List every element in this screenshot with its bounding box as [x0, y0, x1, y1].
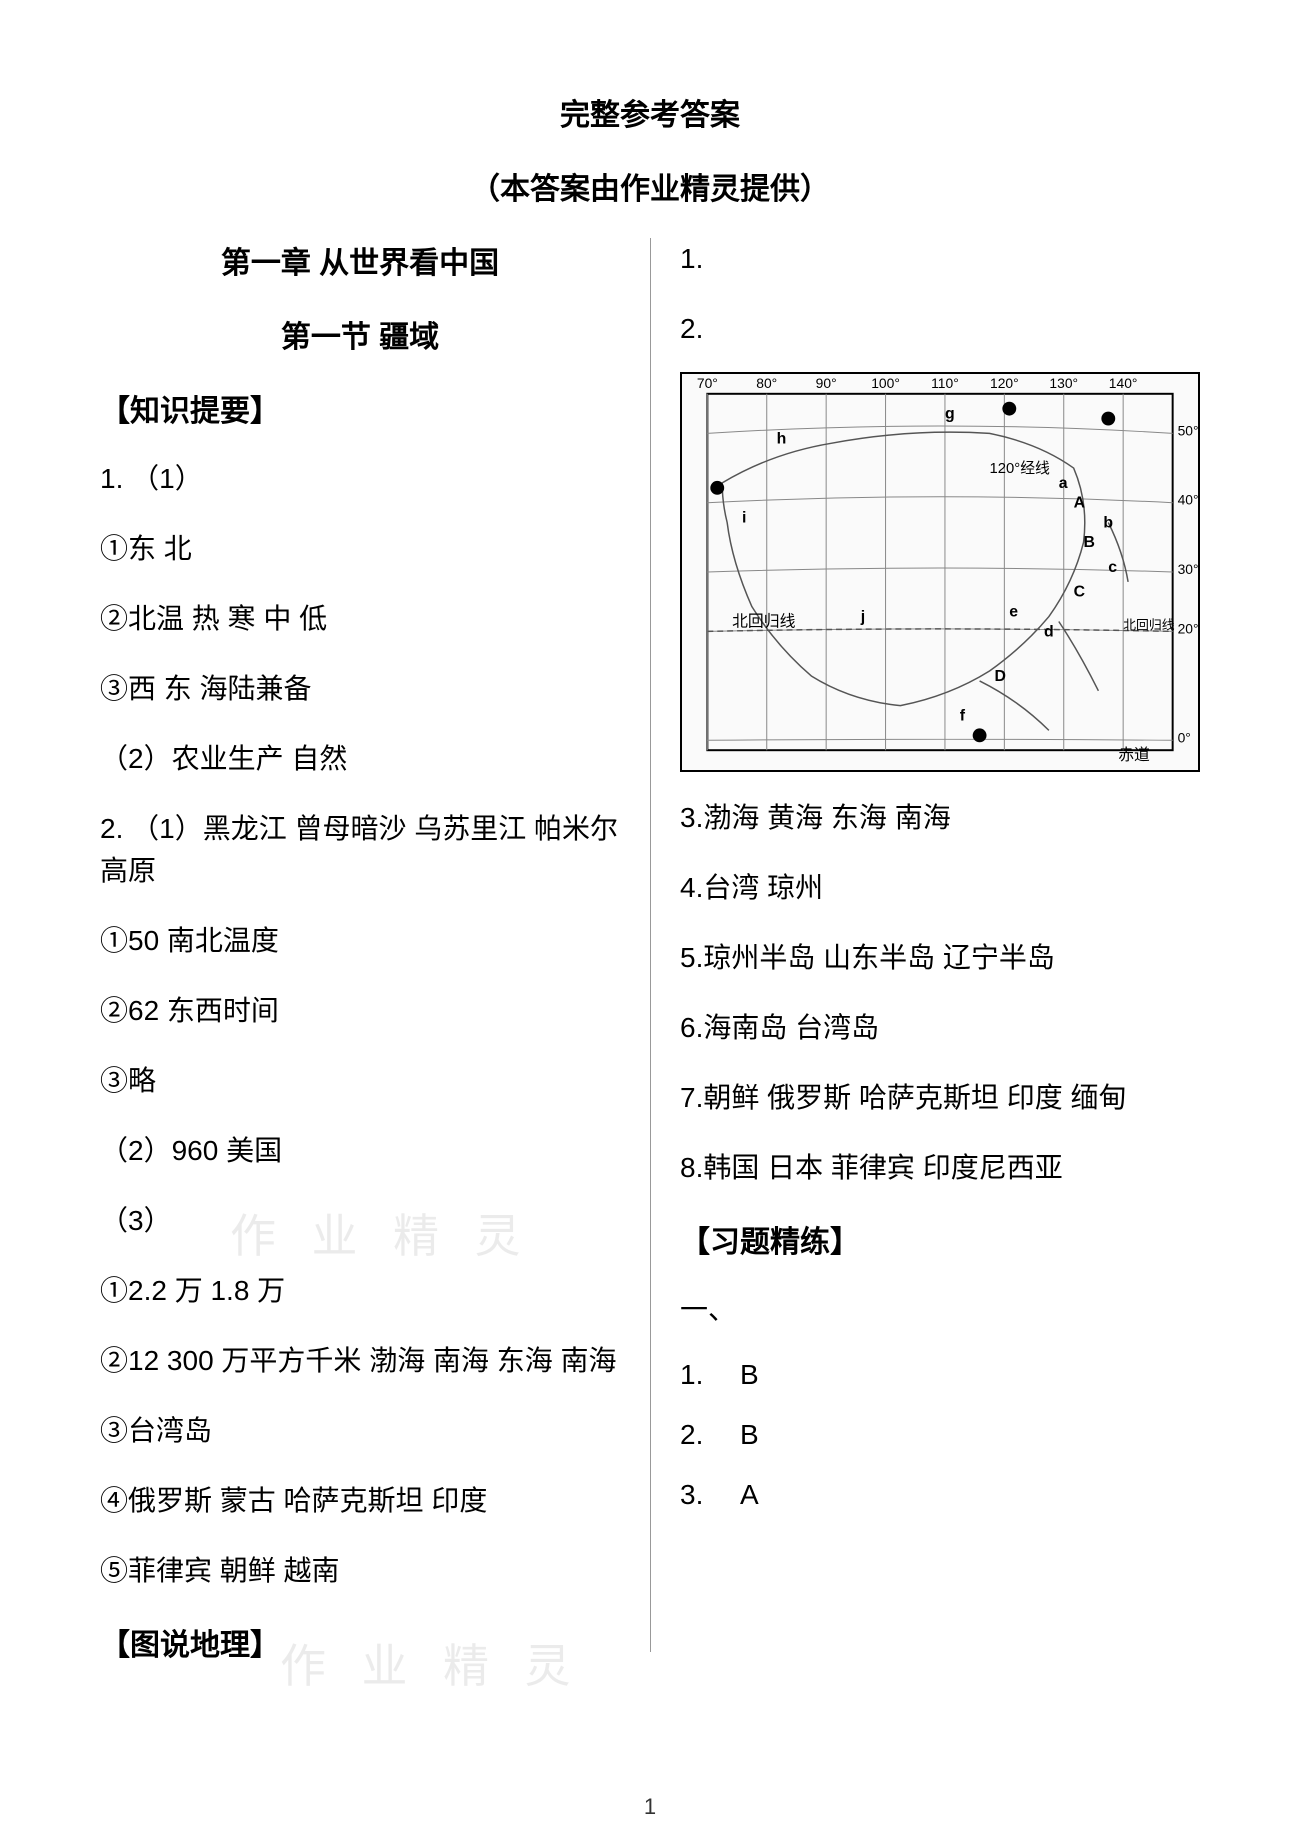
- map-marker: C: [1074, 584, 1085, 601]
- text-line: ③西 东 海陆兼备: [100, 668, 620, 710]
- map-tropic-label: 北回归线: [732, 612, 795, 630]
- map-marker: h: [777, 430, 787, 447]
- map-marker: f: [960, 708, 966, 725]
- map-marker: A: [1074, 495, 1086, 512]
- text-line: 2.: [680, 308, 1200, 350]
- text-line: 6.海南岛 台湾岛: [680, 1007, 1200, 1049]
- map-marker: c: [1108, 559, 1117, 576]
- answer-number: 1.: [680, 1359, 740, 1391]
- text-line: 1. （1）: [100, 458, 620, 500]
- text-line: ①50 南北温度: [100, 920, 620, 962]
- text-line: （2）农业生产 自然: [100, 738, 620, 780]
- map-lat-label: 0°: [1178, 729, 1191, 745]
- text-line: ②12 300 万平方千米 渤海 南海 东海 南海: [100, 1340, 620, 1382]
- heading-exercise: 【习题精练】: [680, 1217, 1200, 1261]
- map-lon120-label: 120°经线: [990, 460, 1051, 477]
- map-lat-label: 30°: [1178, 561, 1198, 577]
- answer-row: 2. B: [680, 1419, 1200, 1451]
- answer-number: 3.: [680, 1479, 740, 1511]
- map-equator-label: 赤道: [1118, 746, 1150, 764]
- map-lon-label: 140°: [1109, 375, 1138, 391]
- map-marker: D: [994, 668, 1005, 685]
- map-lon-label: 100°: [871, 375, 900, 391]
- text-line: 1.: [680, 238, 1200, 280]
- text-line: （3）: [100, 1200, 620, 1242]
- map-marker: j: [860, 609, 865, 626]
- map-lon-label: 120°: [990, 375, 1019, 391]
- map-marker: a: [1059, 475, 1068, 492]
- map-marker: d: [1044, 623, 1054, 640]
- text-line: （2）960 美国: [100, 1130, 620, 1172]
- text-line: ①东 北: [100, 528, 620, 570]
- chapter-title: 第一章 从世界看中国: [100, 238, 620, 282]
- heading-map: 【图说地理】: [100, 1620, 620, 1664]
- map-lon-label: 90°: [816, 375, 837, 391]
- map-marker: b: [1103, 514, 1113, 531]
- map-lat-label: 40°: [1178, 492, 1198, 508]
- section-one: 一、: [680, 1289, 1200, 1331]
- column-divider: [650, 238, 651, 1652]
- map-lat-label: 20°: [1178, 620, 1198, 636]
- text-line: ③略: [100, 1060, 620, 1102]
- section-title: 第一节 疆域: [100, 312, 620, 356]
- answer-row: 3. A: [680, 1479, 1200, 1511]
- map-figure: 70° 80° 90° 100° 110° 120° 130° 140° 50°…: [680, 372, 1200, 772]
- map-marker: B: [1084, 534, 1095, 551]
- text-line: ④俄罗斯 蒙古 哈萨克斯坦 印度: [100, 1480, 620, 1522]
- answer-value: A: [740, 1479, 800, 1511]
- sub-title: （本答案由作业精灵提供）: [100, 164, 1200, 208]
- answer-number: 2.: [680, 1419, 740, 1451]
- map-tropic-label-right: 北回归线: [1123, 617, 1175, 632]
- text-line: 8.韩国 日本 菲律宾 印度尼西亚: [680, 1147, 1200, 1189]
- text-line: 5.琼州半岛 山东半岛 辽宁半岛: [680, 937, 1200, 979]
- page-number: 1: [644, 1794, 656, 1820]
- text-line: ②62 东西时间: [100, 990, 620, 1032]
- map-lon-label: 130°: [1049, 375, 1078, 391]
- map-lon-label: 110°: [931, 375, 959, 391]
- text-line: ⑤菲律宾 朝鲜 越南: [100, 1550, 620, 1592]
- text-line: 2. （1）黑龙江 曾母暗沙 乌苏里江 帕米尔高原: [100, 808, 620, 892]
- map-lon-label: 70°: [697, 375, 718, 391]
- text-line: 4.台湾 琼州: [680, 867, 1200, 909]
- answer-value: B: [740, 1419, 800, 1451]
- text-line: 3.渤海 黄海 东海 南海: [680, 797, 1200, 839]
- answer-value: B: [740, 1359, 800, 1391]
- right-column: 1. 2.: [650, 238, 1200, 1692]
- text-line: 7.朝鲜 俄罗斯 哈萨克斯坦 印度 缅甸: [680, 1077, 1200, 1119]
- text-line: ②北温 热 寒 中 低: [100, 598, 620, 640]
- map-marker: i: [742, 510, 746, 527]
- map-lon-label: 80°: [756, 375, 777, 391]
- map-lat-label: 50°: [1178, 422, 1198, 438]
- map-marker: e: [1009, 604, 1018, 621]
- heading-knowledge: 【知识提要】: [100, 386, 620, 430]
- main-title: 完整参考答案: [100, 90, 1200, 134]
- text-line: ③台湾岛: [100, 1410, 620, 1452]
- left-column: 第一章 从世界看中国 第一节 疆域 【知识提要】 1. （1） ①东 北 ②北温…: [100, 238, 650, 1692]
- text-line: ①2.2 万 1.8 万: [100, 1270, 620, 1312]
- answer-row: 1. B: [680, 1359, 1200, 1391]
- map-marker: g: [945, 406, 955, 423]
